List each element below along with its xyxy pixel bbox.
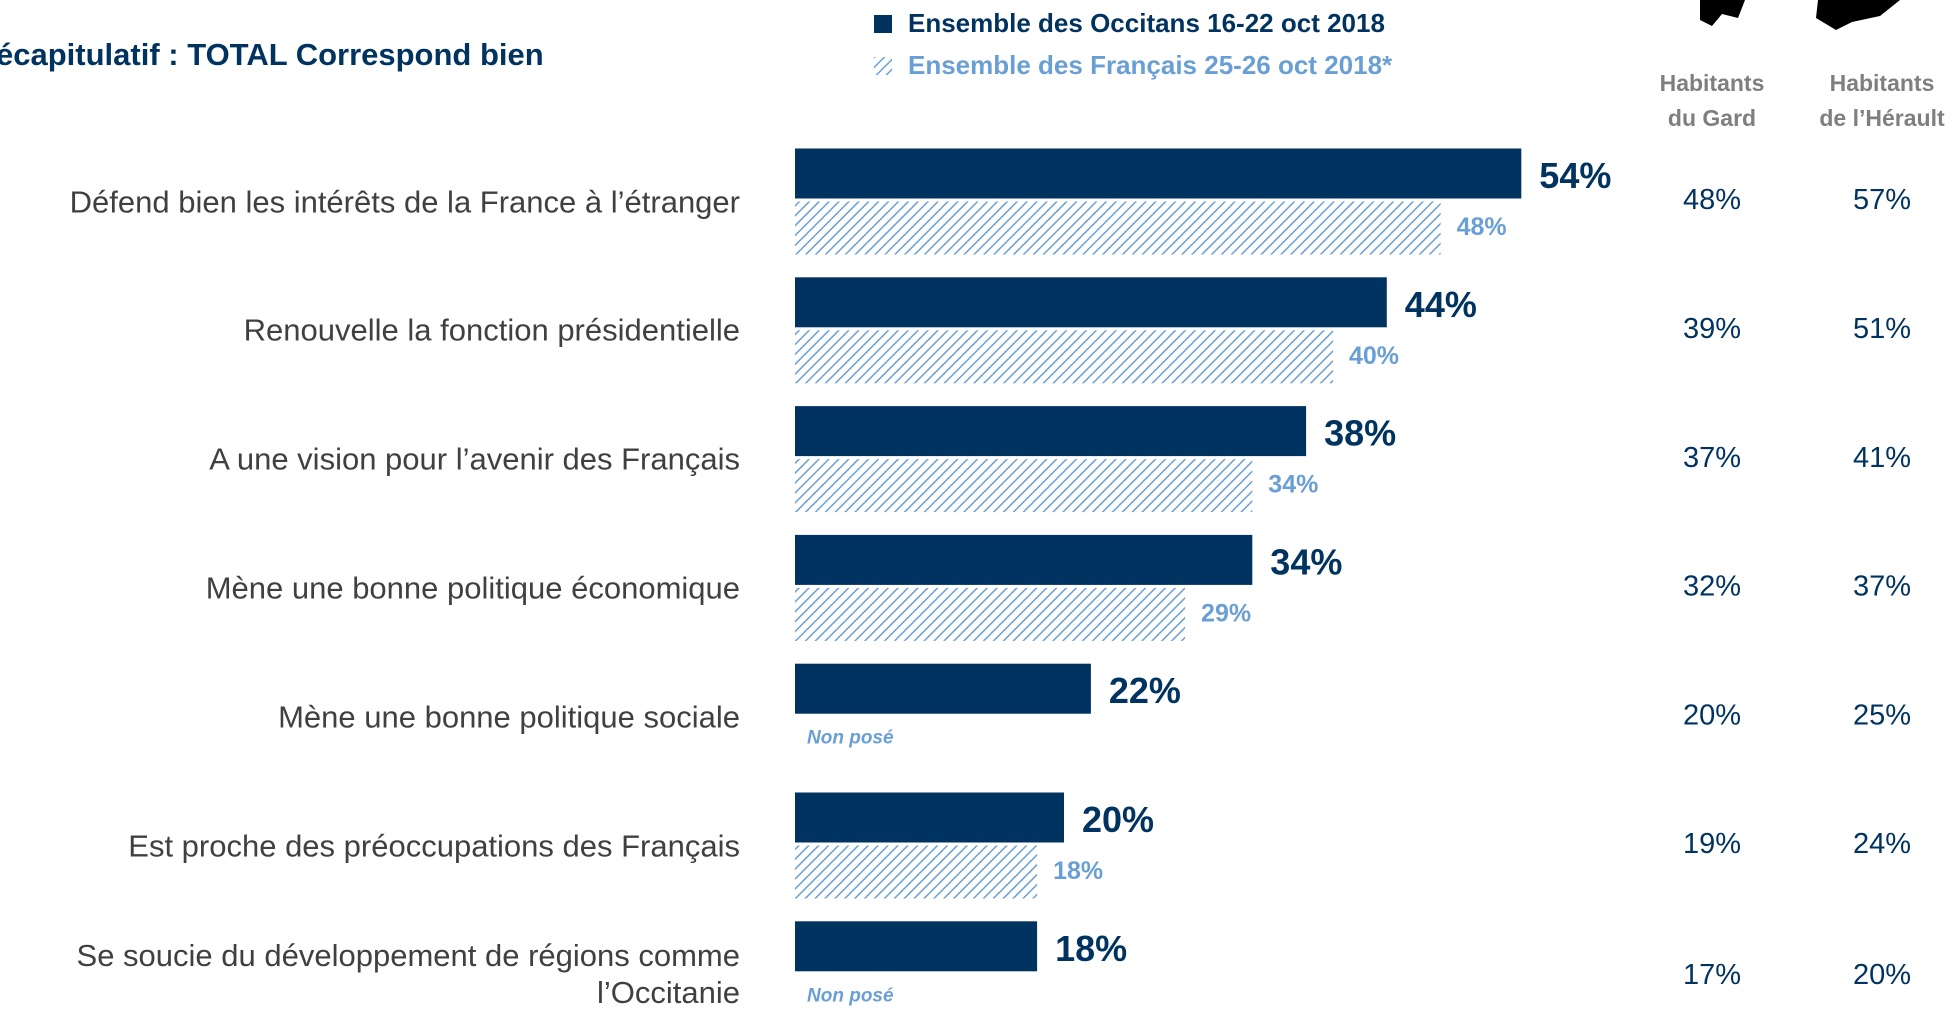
legend-label: Ensemble des Occitans 16-22 oct 2018 <box>908 8 1385 38</box>
category-label: A une vision pour l’avenir des Français <box>209 441 740 477</box>
value-label: 22% <box>1109 670 1181 711</box>
column-header: du Gard <box>1668 105 1756 131</box>
column-header: de l’Hérault <box>1819 105 1945 131</box>
column-header: Habitants <box>1830 70 1935 96</box>
column-value: 37% <box>1853 571 1911 603</box>
missing-label: Non posé <box>807 985 894 1006</box>
value-label: 38% <box>1324 413 1396 454</box>
column-value: 39% <box>1683 313 1741 345</box>
value-label: 29% <box>1201 600 1251 628</box>
value-label: 34% <box>1268 471 1318 499</box>
bar <box>795 792 1064 843</box>
value-label: 44% <box>1405 284 1477 325</box>
column-value: 20% <box>1853 959 1911 991</box>
column-value: 37% <box>1683 442 1741 474</box>
bar <box>795 148 1522 199</box>
value-label: 34% <box>1270 541 1342 582</box>
legend-swatch <box>874 15 892 33</box>
column-value: 25% <box>1853 699 1911 731</box>
bar <box>795 663 1091 714</box>
value-label: 54% <box>1539 155 1611 196</box>
column-value: 17% <box>1683 959 1741 991</box>
category-label: Mène une bonne politique sociale <box>278 699 740 735</box>
map-herault <box>1816 0 1900 30</box>
bar <box>795 459 1253 513</box>
value-label: 18% <box>1055 928 1127 969</box>
map-gard <box>1700 0 1745 26</box>
bar <box>795 277 1387 328</box>
value-label: 20% <box>1082 799 1154 840</box>
value-label: 48% <box>1457 213 1507 241</box>
column-value: 24% <box>1853 828 1911 860</box>
category-label: Défend bien les intérêts de la France à … <box>69 183 740 219</box>
column-header: Habitants <box>1660 70 1765 96</box>
column-value: 57% <box>1853 184 1911 216</box>
category-label: Est proche des préoccupations des França… <box>128 827 740 863</box>
bar <box>795 406 1307 457</box>
column-value: 51% <box>1853 313 1911 345</box>
bar <box>795 201 1441 255</box>
column-value: 41% <box>1853 442 1911 474</box>
bar <box>795 534 1253 585</box>
missing-label: Non posé <box>807 728 894 749</box>
column-value: 20% <box>1683 699 1741 731</box>
category-label: Renouvelle la fonction présidentielle <box>243 312 740 348</box>
legend-label: Ensemble des Français 25-26 oct 2018* <box>908 50 1393 80</box>
bar <box>795 587 1186 641</box>
chart-title: écapitulatif : TOTAL Correspond bien <box>0 37 544 72</box>
category-label: Se soucie du développement de régions co… <box>76 938 740 1011</box>
bar <box>795 921 1038 972</box>
column-value: 48% <box>1683 184 1741 216</box>
legend-swatch <box>874 57 892 75</box>
bar <box>795 330 1333 384</box>
category-label: Mène une bonne politique économique <box>205 570 740 606</box>
column-value: 19% <box>1683 828 1741 860</box>
value-label: 18% <box>1053 857 1103 885</box>
bar <box>795 845 1038 899</box>
value-label: 40% <box>1349 342 1399 370</box>
column-value: 32% <box>1683 571 1741 603</box>
